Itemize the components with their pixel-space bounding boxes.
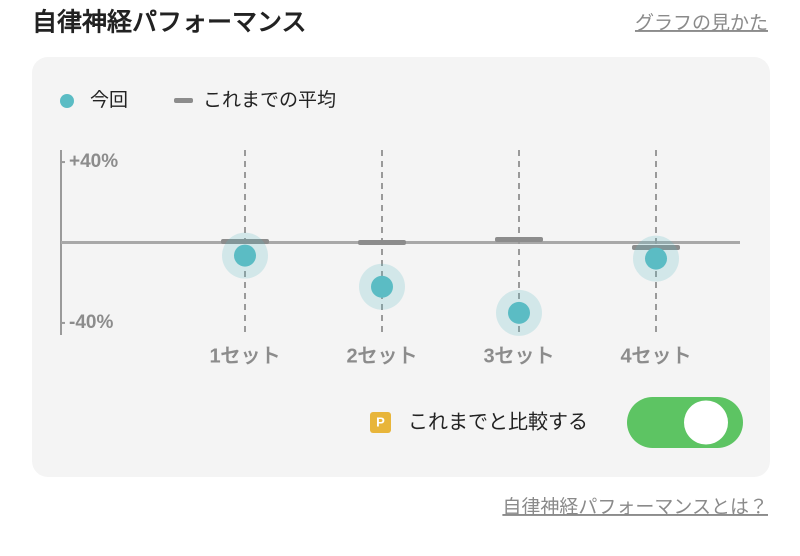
x-tick-label: 3セット [483,345,554,367]
dot [508,301,530,324]
chart-card [32,57,770,477]
compare-toggle[interactable] [627,397,743,448]
chart: 今回 これまでの平均 +40% -40% 1セット 2セット 3セット 4セット [60,89,740,367]
legend-label: 今回 [90,89,128,111]
legend-label: これまでの平均 [203,89,336,111]
about-link[interactable]: 自律神経パフォーマンスとは？ [502,496,768,518]
x-tick-label: 1セット [209,345,280,367]
y-tick-label: -40% [69,312,113,333]
average-bar [358,240,406,245]
x-tick-label: 2セット [346,345,417,367]
help-link[interactable]: グラフの見かた [635,12,768,34]
toggle-label: これまでと比較する [408,410,588,433]
points-badge-bg [370,412,391,433]
average-bar [495,236,543,242]
dot [371,275,393,298]
average-bar [221,238,269,244]
toggle-knob [684,400,728,445]
dot [234,244,256,267]
x-tick-label: 4セット [620,345,691,367]
average-bar [632,245,680,251]
legend-dash [174,98,193,103]
legend-dot [60,94,74,108]
y-tick-label: +40% [69,151,118,172]
points-badge: P [376,414,385,429]
dot [645,247,667,270]
page-title: 自律神経パフォーマンス [32,8,307,37]
